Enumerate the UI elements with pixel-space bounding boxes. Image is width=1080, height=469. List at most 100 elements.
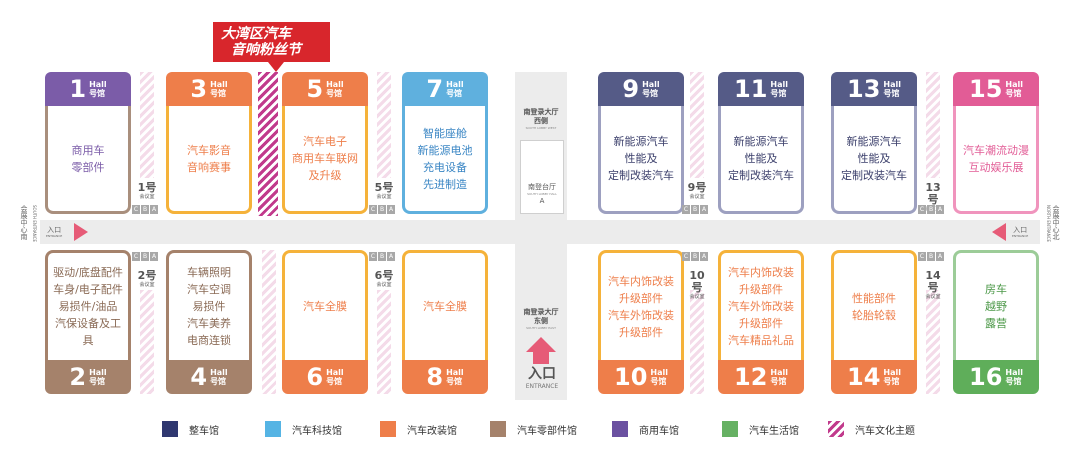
exhibit-line: 新能源电池 <box>417 143 473 157</box>
south-lobby-sub: 东侧 <box>534 317 548 325</box>
hall-number: 8 <box>426 363 444 391</box>
exhibit-line: 汽保设备及工具 <box>55 317 121 347</box>
meeting-section-c: C <box>682 205 690 214</box>
exhibit-line: 汽车影音 <box>187 143 231 157</box>
meeting-room-number: 1号 <box>137 181 157 194</box>
meeting-room-label: 会议室 <box>689 194 705 200</box>
main-entrance-arrow-stem <box>533 352 549 364</box>
meeting-room-1: 1号 会议室 <box>135 181 159 201</box>
meeting-section-c: C <box>369 205 377 214</box>
hall-number: 2 <box>69 363 87 391</box>
meeting-section-b: B <box>691 252 699 261</box>
hall-exhibits: 汽车内饰改装 升级部件 汽车外饰改装 升级部件 <box>598 250 684 360</box>
hall-11: 11 Hall 号馆 新能源汽车 性能及 定制改装汽车 <box>718 72 804 214</box>
meeting-room-number: 14号 <box>925 269 941 294</box>
meeting-room-suffix: 号 <box>695 181 707 194</box>
legend-item: 汽车零部件馆 <box>490 421 577 437</box>
exhibit-line: 性能及 <box>857 152 891 165</box>
hall-exhibits: 车辆照明 汽车空调 易损件 汽车美养 电商连锁 <box>166 250 252 360</box>
hall-number: 13 <box>847 75 881 103</box>
meeting-section-a: A <box>150 252 158 261</box>
culture-zone <box>377 72 391 178</box>
hall-label-cn: 号馆 <box>883 89 900 98</box>
hall-exhibits-list: 性能部件 轮胎轮毂 <box>852 290 896 324</box>
hall-exhibits-list: 汽车内饰改装 升级部件 汽车外饰改装 升级部件 汽车精品礼品 <box>728 264 794 349</box>
meeting-room-2: 2号 会议室 <box>135 269 159 289</box>
lobby-hall-a-title: 南登台厅 <box>528 183 556 191</box>
hall-label: Hall 号馆 <box>1005 80 1023 98</box>
main-entrance-arrow-icon <box>526 337 556 352</box>
exhibit-line: 露营 <box>985 317 1007 330</box>
north-lobby-title-text: 南登录大厅 <box>523 108 559 116</box>
exhibit-line: 汽车电子 <box>303 135 347 148</box>
hall-label-en: Hall <box>446 368 464 377</box>
exhibit-line: 升级部件 <box>739 283 783 296</box>
meeting-section-a: A <box>387 252 395 261</box>
hall-label: Hall 号馆 <box>89 80 107 98</box>
exhibit-line: 轮胎轮毂 <box>852 308 896 322</box>
legend-item: 商用车馆 <box>612 421 679 437</box>
side-label-north-en: NORTH ENTRANCE <box>1044 205 1052 242</box>
hall-label-cn: 号馆 <box>89 377 106 386</box>
exhibit-line: 易损件/油品 <box>58 300 118 313</box>
legend-swatch <box>380 421 396 437</box>
hall-number: 1 <box>69 75 87 103</box>
meeting-room-suffix: 号 <box>691 281 703 294</box>
exhibit-line: 定制改装汽车 <box>728 169 794 182</box>
meeting-room-suffix: 号 <box>382 181 394 194</box>
main-entrance-en: ENTRANCE <box>525 383 559 390</box>
hall-number: 6 <box>306 363 324 391</box>
meeting-room-suffix: 号 <box>145 269 157 282</box>
legend-label: 汽车零部件馆 <box>517 425 577 437</box>
culture-zone <box>140 290 154 394</box>
meeting-section-b: B <box>141 205 149 214</box>
exhibit-line: 定制改装汽车 <box>608 169 674 182</box>
hall-label: Hall 号馆 <box>770 368 788 386</box>
culture-zone <box>377 290 391 394</box>
exhibit-line: 充电设备 <box>423 160 467 174</box>
left-entrance-cn: 入口 <box>47 226 62 234</box>
exhibit-line: 驱动/底盘配件 <box>53 266 123 279</box>
meeting-room-number: 13号 <box>925 181 941 206</box>
hall-number: 5 <box>306 75 324 103</box>
hall-2: 2 Hall 号馆 驱动/底盘配件 车身/电子配件 易损件/油品 汽保设备及工具 <box>45 250 131 394</box>
exhibit-line: 商用车 <box>71 143 105 157</box>
hall-label: Hall 号馆 <box>883 368 901 386</box>
meeting-room-14: 14号 会议室 <box>921 269 945 301</box>
legend-label: 汽车改装馆 <box>407 425 457 437</box>
hall-number-cap: 15 Hall 号馆 <box>953 72 1039 106</box>
hall-exhibits: 新能源汽车 性能及 定制改装汽车 <box>831 106 917 214</box>
culture-zone <box>926 290 940 394</box>
hall-label-cn: 号馆 <box>446 377 463 386</box>
hall-exhibits: 智能座舱 新能源电池 充电设备 先进制造 <box>402 106 488 214</box>
exhibit-line: 汽车全膜 <box>303 300 347 313</box>
exhibit-line: 升级部件 <box>619 291 663 305</box>
hall-label-cn: 号馆 <box>650 377 667 386</box>
hall-label-en: Hall <box>89 368 107 377</box>
hall-number: 15 <box>969 75 1003 103</box>
south-lobby-title-text: 南登录大厅 <box>523 308 559 316</box>
hall-label: Hall 号馆 <box>642 80 660 98</box>
exhibit-line: 升级部件 <box>619 325 663 339</box>
hall-8: 8 Hall 号馆 汽车全膜 <box>402 250 488 394</box>
exhibit-line: 车辆照明 <box>187 266 231 279</box>
hall-label: Hall 号馆 <box>210 80 228 98</box>
hall-7: 7 Hall 号馆 智能座舱 新能源电池 充电设备 先进制造 <box>402 72 488 214</box>
meeting-section-b: B <box>927 205 935 214</box>
exhibit-line: 新能源汽车 <box>613 135 669 148</box>
hall-label-en: Hall <box>650 368 668 377</box>
legend-item: 整车馆 <box>162 421 219 437</box>
meeting-room-number: 5号 <box>374 181 394 194</box>
meeting-room-5: 5号 会议室 <box>372 181 396 201</box>
hall-label-en: Hall <box>1005 80 1023 89</box>
hall-5: 5 Hall 号馆 汽车电子 商用车车联网 及升级 <box>282 72 368 214</box>
hall-label: Hall 号馆 <box>446 368 464 386</box>
meeting-section-b: B <box>378 252 386 261</box>
hall-label-cn: 号馆 <box>326 89 343 98</box>
hall-10: 10 Hall 号馆 汽车内饰改装 升级部件 汽车外饰改装 升级部件 <box>598 250 684 394</box>
meeting-section-c: C <box>918 205 926 214</box>
exhibit-line: 汽车外饰改装 <box>728 300 794 313</box>
hall-label-cn: 号馆 <box>210 89 227 98</box>
